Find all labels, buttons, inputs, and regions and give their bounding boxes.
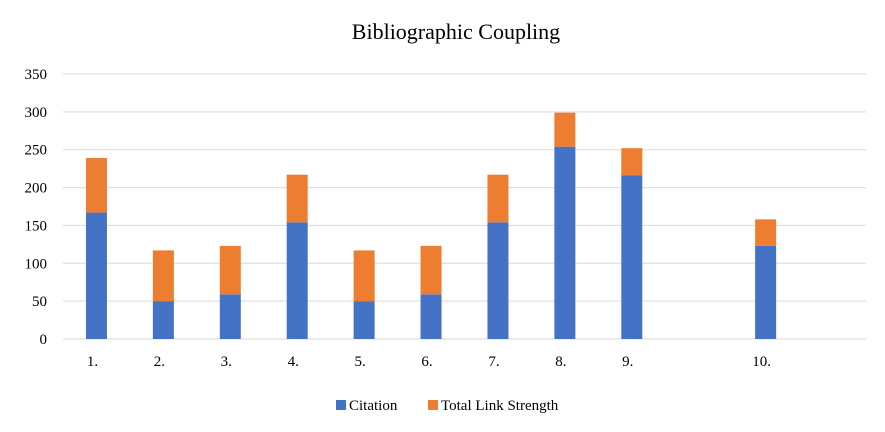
x-tick-label: 6.: [421, 354, 432, 370]
legend-swatch: [336, 400, 346, 410]
bar-citation: [487, 222, 509, 339]
bar-total-link-strength: [85, 158, 107, 213]
y-tick-label: 100: [25, 256, 48, 272]
x-tick-label: 10.: [752, 354, 771, 370]
bar-total-link-strength: [755, 219, 777, 246]
bar-total-link-strength: [353, 250, 375, 302]
bar-total-link-strength: [487, 174, 509, 223]
legend-swatch: [428, 400, 438, 410]
bar-citation: [420, 294, 442, 339]
legend: Citation Total Link Strength: [336, 398, 559, 414]
x-tick-label: 7.: [488, 354, 499, 370]
bars: [85, 112, 777, 339]
x-tick-label: 4.: [288, 354, 299, 370]
bar-citation: [152, 301, 174, 339]
chart-title: Bibliographic Coupling: [352, 19, 560, 44]
x-tick-label: 3.: [221, 354, 232, 370]
y-tick-label: 250: [25, 143, 48, 159]
x-tick-label: 8.: [555, 354, 566, 370]
y-tick-label: 0: [40, 332, 48, 348]
y-tick-label: 300: [25, 105, 48, 121]
bar-citation: [353, 301, 375, 339]
x-axis-ticks: 1. 2. 3. 4. 5. 6. 7. 8. 9. 10.: [87, 354, 771, 370]
x-tick-label: 9.: [622, 354, 633, 370]
gridlines: [63, 73, 866, 340]
bar-total-link-strength: [152, 250, 174, 302]
bar-citation: [755, 245, 777, 339]
legend-label: Citation: [349, 398, 398, 414]
bar-citation: [621, 175, 643, 339]
bar-total-link-strength: [420, 245, 442, 295]
bar-total-link-strength: [286, 174, 308, 223]
bar-citation: [554, 146, 576, 339]
x-tick-label: 1.: [87, 354, 98, 370]
bar-total-link-strength: [554, 112, 576, 147]
y-axis-ticks: 0 50 100 150 200 250 300 350: [25, 67, 48, 348]
bar-total-link-strength: [621, 148, 643, 176]
y-tick-label: 200: [25, 181, 48, 197]
bar-citation: [219, 294, 241, 339]
bar-total-link-strength: [219, 245, 241, 295]
y-tick-label: 350: [25, 67, 48, 83]
bar-citation: [85, 212, 107, 339]
x-tick-label: 2.: [154, 354, 165, 370]
x-tick-label: 5.: [355, 354, 366, 370]
legend-label: Total Link Strength: [441, 398, 559, 414]
bar-citation: [286, 222, 308, 339]
y-tick-label: 150: [25, 218, 48, 234]
y-tick-label: 50: [32, 294, 47, 310]
